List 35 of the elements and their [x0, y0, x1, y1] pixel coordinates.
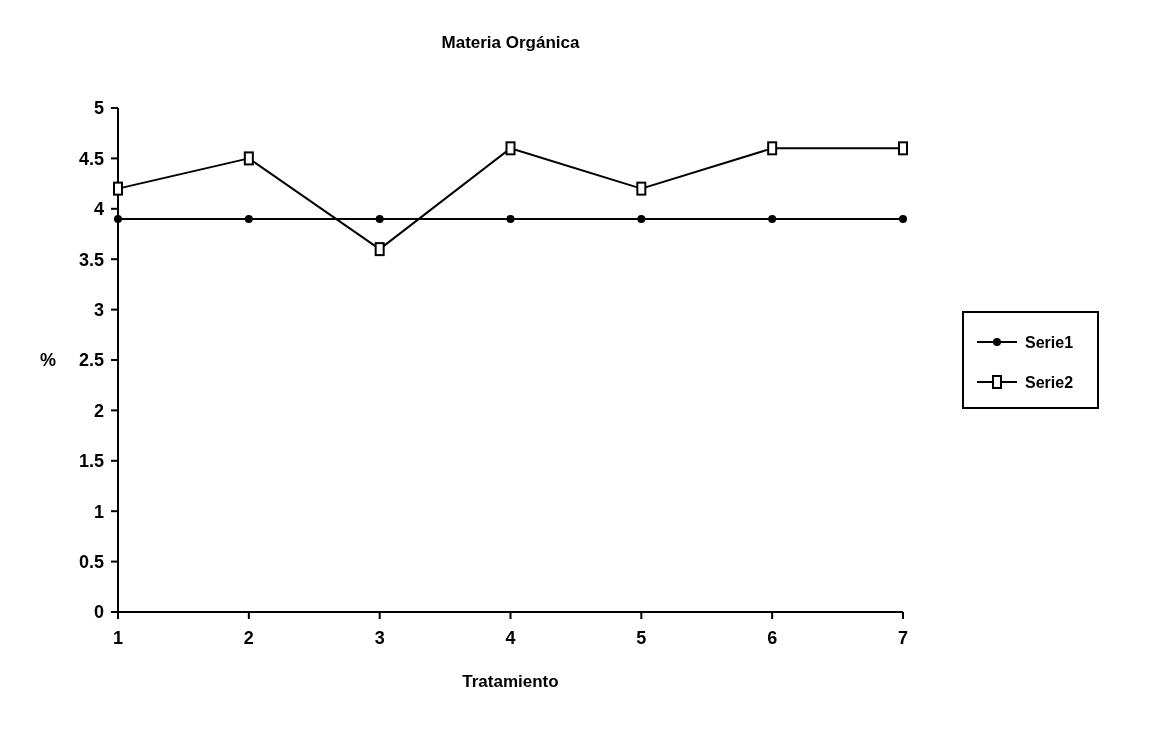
point: [375, 214, 384, 223]
y-tick-label: 1: [93, 501, 104, 522]
point: [768, 214, 777, 223]
x-axis-title: Tratamiento: [462, 672, 559, 691]
point: [374, 242, 385, 257]
x-tick-label: 7: [897, 628, 909, 648]
x-tick-label: 6: [767, 628, 778, 648]
legend-label: Serie1: [1025, 333, 1074, 351]
y-tick-label: 0: [93, 602, 104, 623]
y-tick-label: 0.5: [78, 551, 104, 572]
chart-title: Materia Orgánica: [441, 33, 581, 52]
y-axis-title: %: [39, 350, 57, 371]
x-tick-label: 3: [374, 628, 385, 648]
y-tick-label: 2: [93, 400, 104, 421]
x-tick-label: 1: [112, 628, 124, 648]
point: [505, 141, 516, 156]
y-tick-label: 3: [93, 299, 104, 320]
legend-label: Serie2: [1025, 373, 1074, 391]
x-tick-label: 5: [636, 628, 647, 648]
x-tick-label: 4: [505, 628, 516, 648]
point: [767, 141, 778, 156]
point: [636, 181, 647, 196]
y-tick-label: 4.5: [78, 148, 104, 169]
point: [637, 214, 646, 223]
y-tick-label: 1.5: [78, 451, 104, 472]
point: [899, 214, 907, 223]
point: [506, 214, 515, 223]
y-tick-label: 5: [93, 98, 104, 119]
point: [243, 151, 254, 166]
point: [114, 214, 122, 223]
y-tick-label: 2.5: [78, 350, 104, 371]
point: [244, 214, 253, 223]
y-tick-label: 3.5: [78, 249, 104, 270]
y-tick-label: 4: [93, 199, 104, 220]
x-tick-label: 2: [243, 628, 254, 648]
